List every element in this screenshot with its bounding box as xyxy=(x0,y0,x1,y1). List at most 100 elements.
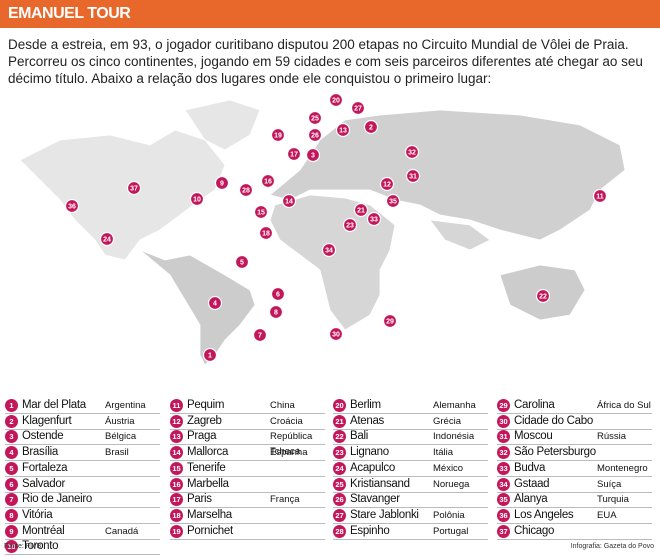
place-row: 18 Marselha xyxy=(170,508,325,524)
place-city: Acapulco xyxy=(350,461,395,474)
place-row: 27 Stare Jablonki Polônia xyxy=(333,508,488,524)
map-marker-number: 6 xyxy=(276,292,280,299)
place-city: Rio de Janeiro xyxy=(22,493,92,506)
place-city: Paris xyxy=(187,493,212,506)
place-city: Montréal xyxy=(22,524,65,537)
place-row: 28 Espinho Portugal xyxy=(333,524,488,540)
place-row: 11 Pequim China xyxy=(170,398,325,414)
map-marker xyxy=(252,327,268,343)
place-row: 30 Cidade do Cabo xyxy=(497,414,652,430)
place-city: Zagreb xyxy=(187,414,222,427)
place-row: 20 Berlim Alemanha xyxy=(333,398,488,414)
map-marker xyxy=(214,175,230,191)
place-number: 30 xyxy=(497,414,510,428)
place-city: Stavanger xyxy=(350,493,400,506)
place-number: 35 xyxy=(497,493,510,507)
place-number: 18 xyxy=(170,508,183,522)
map-marker xyxy=(207,295,223,311)
map-marker-number: 21 xyxy=(357,208,365,215)
place-city: São Petersburgo xyxy=(514,446,596,459)
place-number: 32 xyxy=(497,446,510,460)
map-marker xyxy=(307,110,323,126)
place-number: 1 xyxy=(5,399,18,412)
place-city: Mallorca xyxy=(187,446,229,459)
map-marker xyxy=(366,211,382,227)
map-marker-number: 11 xyxy=(596,194,604,201)
place-city: Bali xyxy=(350,430,368,443)
place-row: 7 Rio de Janeiro xyxy=(5,492,160,509)
map-marker-number: 30 xyxy=(332,332,340,339)
source: Fonte: FIVB. xyxy=(4,543,44,550)
place-country: Itália xyxy=(433,447,454,459)
place-row: 33 Budva Montenegro xyxy=(497,461,652,477)
place-number: 25 xyxy=(333,477,346,491)
place-row: 22 Bali Indonésia xyxy=(333,429,488,446)
place-number: 17 xyxy=(170,493,183,507)
map-marker-number: 26 xyxy=(311,133,319,140)
map-marker-number: 36 xyxy=(68,204,76,211)
place-row: 2 Klagenfurt Áustria xyxy=(5,414,160,430)
place-row: 1 Mar del Plata Argentina xyxy=(5,398,160,414)
place-number: 20 xyxy=(333,399,346,412)
place-city: Carolina xyxy=(514,399,555,411)
map-marker xyxy=(64,198,80,214)
place-number: 2 xyxy=(5,414,18,428)
map-marker-number: 3 xyxy=(311,153,315,160)
place-row: 16 Marbella xyxy=(170,477,325,493)
place-row: 17 Paris França xyxy=(170,492,325,509)
place-number: 15 xyxy=(170,461,183,475)
place-city: Marselha xyxy=(187,508,232,521)
map-marker xyxy=(238,182,254,198)
place-city: Budva xyxy=(514,461,546,474)
place-number: 7 xyxy=(5,493,18,507)
place-number: 37 xyxy=(497,524,510,538)
place-country: Grécia xyxy=(433,415,461,427)
place-row: 15 Tenerife xyxy=(170,461,325,477)
map-marker-number: 2 xyxy=(369,125,373,132)
place-number: 16 xyxy=(170,477,183,491)
place-number: 12 xyxy=(170,414,183,428)
map-marker xyxy=(307,127,323,143)
place-number: 8 xyxy=(5,508,18,522)
place-city: Stare Jablonki xyxy=(350,508,419,521)
place-city: Toronto xyxy=(22,540,59,553)
place-country: Áustria xyxy=(105,415,135,427)
place-row: 26 Stavanger xyxy=(333,492,488,509)
place-country: Brasil xyxy=(105,447,129,459)
continents xyxy=(19,99,626,366)
map-marker-number: 19 xyxy=(274,133,282,140)
place-city: Ostende xyxy=(22,430,64,443)
places-list: 1 Mar del Plata Argentina 2 Klagenfurt Áustri… xyxy=(0,398,660,556)
place-country: Rússia xyxy=(597,431,627,443)
place-row: 23 Lignano Itália xyxy=(333,445,488,462)
place-number: 3 xyxy=(5,430,18,444)
map-marker-number: 18 xyxy=(262,231,270,238)
map-marker xyxy=(268,304,284,320)
place-row: 37 Chicago xyxy=(497,524,652,540)
map-marker xyxy=(305,147,321,163)
place-row: 24 Acapulco México xyxy=(333,461,488,477)
place-country: França xyxy=(270,494,300,506)
map-marker-number: 33 xyxy=(370,217,378,224)
place-city: Salvador xyxy=(22,477,65,490)
place-city: Tenerife xyxy=(187,461,226,474)
place-number: 9 xyxy=(5,524,18,538)
place-city: Espinho xyxy=(350,524,390,537)
map-marker-number: 4 xyxy=(213,301,217,308)
place-row: 4 Brasília Brasil xyxy=(5,445,160,462)
place-number: 13 xyxy=(170,430,183,444)
place-city: Klagenfurt xyxy=(22,414,72,427)
map-marker xyxy=(328,326,344,342)
map-marker-number: 37 xyxy=(130,186,138,193)
place-number: 22 xyxy=(333,430,346,444)
place-city: Pornichet xyxy=(187,524,233,537)
map-marker xyxy=(382,313,398,329)
place-row: 36 Los Angeles EUA xyxy=(497,508,652,524)
credit: Infografia: Gazeta do Povo xyxy=(570,543,654,550)
map-marker-number: 15 xyxy=(257,210,265,217)
place-row: 9 Montréal Canadá xyxy=(5,524,160,540)
place-number: 34 xyxy=(497,477,510,491)
map-marker xyxy=(270,127,286,143)
map-marker-number: 8 xyxy=(274,310,278,317)
